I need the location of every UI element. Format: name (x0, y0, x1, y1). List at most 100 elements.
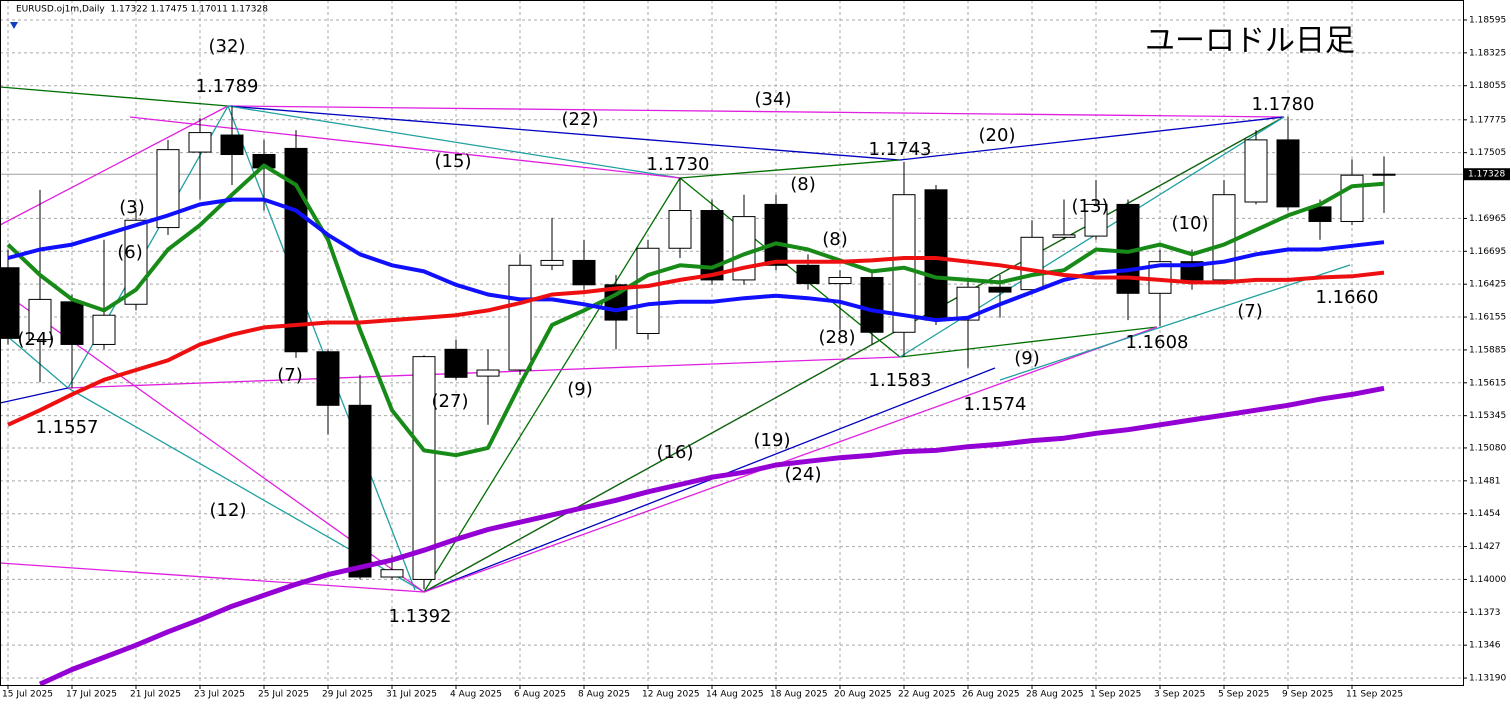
x-tick-label: 23 Jul 2025 (194, 690, 245, 700)
trend-line (129, 116, 681, 179)
candle-body (380, 569, 404, 578)
candle-body (1276, 139, 1300, 208)
ma-line (7, 256, 1385, 427)
annotation: (28) (819, 327, 856, 348)
x-tick-label: 15 Jul 2025 (2, 690, 53, 700)
y-tick-label: 1.15615 (1469, 378, 1506, 388)
candle-body (220, 134, 244, 156)
trend-line (227, 105, 416, 591)
x-tick-label: 14 Aug 2025 (706, 690, 764, 700)
marker (10, 22, 18, 29)
trend-line (899, 326, 1158, 358)
candle-body (348, 404, 372, 578)
candle-body (700, 210, 724, 281)
annotation: 1.1574 (964, 394, 1027, 415)
y-tick-label: 1.16965 (1469, 214, 1506, 224)
candle-body (444, 348, 468, 378)
annotation: (20) (979, 125, 1016, 146)
x-tick-label: 9 Sep 2025 (1282, 690, 1333, 700)
plot-frame (0, 0, 1464, 686)
annotation: (16) (657, 442, 694, 463)
y-tick-label: 1.1373 (1469, 608, 1501, 618)
annotation: (8) (822, 229, 848, 250)
annotation: 1.1608 (1126, 332, 1189, 353)
y-tick-label: 1.16695 (1469, 247, 1506, 257)
labels: EURUSD.oj1m,Daily 1.17322 1.17475 1.1701… (2, 5, 1510, 700)
annotation: (9) (1014, 348, 1040, 369)
x-tick-label: 5 Sep 2025 (1218, 690, 1269, 700)
trend-line (0, 387, 69, 404)
candle-body (572, 259, 596, 286)
annotation: (13) (1072, 196, 1109, 217)
trend-line (0, 329, 69, 389)
candle-body (988, 286, 1012, 293)
x-tick-label: 17 Jul 2025 (66, 690, 117, 700)
x-tick-label: 31 Jul 2025 (386, 690, 437, 700)
ma-line (38, 385, 1385, 687)
candle-body (956, 286, 980, 321)
candle-body (28, 298, 52, 341)
annotation: (10) (1172, 213, 1209, 234)
x-tick-label: 3 Sep 2025 (1154, 690, 1205, 700)
annotation: 1.1557 (36, 417, 99, 438)
candle-body (1308, 206, 1332, 222)
candle-body (1340, 174, 1364, 222)
trend-line (0, 562, 425, 593)
x-tick-label: 26 Aug 2025 (962, 690, 1020, 700)
trend-line (0, 86, 229, 107)
annotation: 1.1789 (196, 76, 259, 97)
annotation: (32) (209, 36, 246, 57)
y-tick-label: 1.13190 (1469, 674, 1506, 684)
candle-body (0, 267, 20, 339)
trend-line (227, 105, 681, 179)
x-tick-label: 29 Jul 2025 (322, 690, 373, 700)
y-tick-label: 1.16425 (1469, 280, 1506, 290)
y-tick-label: 1.16155 (1469, 313, 1506, 323)
annotation: (9) (567, 379, 593, 400)
annotation: (3) (119, 197, 145, 218)
annotation: (6) (117, 242, 143, 263)
candle-body (156, 149, 180, 229)
y-tick-label: 1.18595 (1469, 15, 1506, 25)
candle-body (732, 216, 756, 281)
x-tick-label: 25 Jul 2025 (258, 690, 309, 700)
y-tick-label: 1.15345 (1469, 411, 1506, 421)
candle-body (540, 259, 564, 266)
x-tick-label: 20 Aug 2025 (834, 690, 892, 700)
annotation: (19) (754, 430, 791, 451)
annotation: (15) (435, 151, 472, 172)
y-tick-label: 1.15885 (1469, 345, 1506, 355)
y-tick-label: 1.17505 (1469, 148, 1506, 158)
y-tick-label: 1.1454 (1469, 509, 1501, 519)
trend-line (423, 177, 681, 593)
chart-title: ユーロドル日足 (1145, 24, 1355, 59)
annotation: 1.1392 (389, 606, 452, 627)
annotation: (22) (562, 109, 599, 130)
trend-line (423, 326, 1158, 593)
y-tick-label: 1.18325 (1469, 48, 1506, 58)
x-tick-label: 22 Aug 2025 (898, 690, 956, 700)
annotation: 1.1780 (1252, 94, 1315, 115)
candle-body (188, 132, 212, 153)
annotation: (24) (18, 329, 55, 350)
y-tick-label: 1.1427 (1469, 542, 1501, 552)
trend-line (0, 105, 229, 226)
candle-body (1020, 236, 1044, 291)
candle-body (1244, 139, 1268, 203)
ma-line (7, 197, 1385, 323)
candle-body (892, 194, 916, 333)
candle-body (1212, 194, 1236, 281)
annotation: 1.1660 (1316, 287, 1379, 308)
x-tick-label: 11 Sep 2025 (1346, 690, 1403, 700)
candle-body (668, 210, 692, 249)
x-tick-label: 8 Aug 2025 (578, 690, 630, 700)
annotation: (12) (210, 500, 247, 521)
x-tick-label: 12 Aug 2025 (642, 690, 700, 700)
trend-line (227, 105, 901, 161)
x-tick-label: 1 Sep 2025 (1090, 690, 1141, 700)
annotation: (8) (790, 174, 816, 195)
x-tick-label: 6 Aug 2025 (514, 690, 566, 700)
ma-line (6, 163, 1385, 458)
trend-line (999, 264, 1351, 381)
